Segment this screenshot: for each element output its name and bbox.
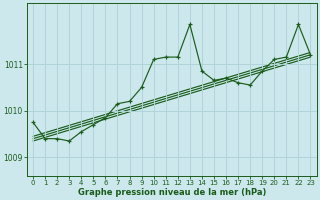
X-axis label: Graphe pression niveau de la mer (hPa): Graphe pression niveau de la mer (hPa) (77, 188, 266, 197)
